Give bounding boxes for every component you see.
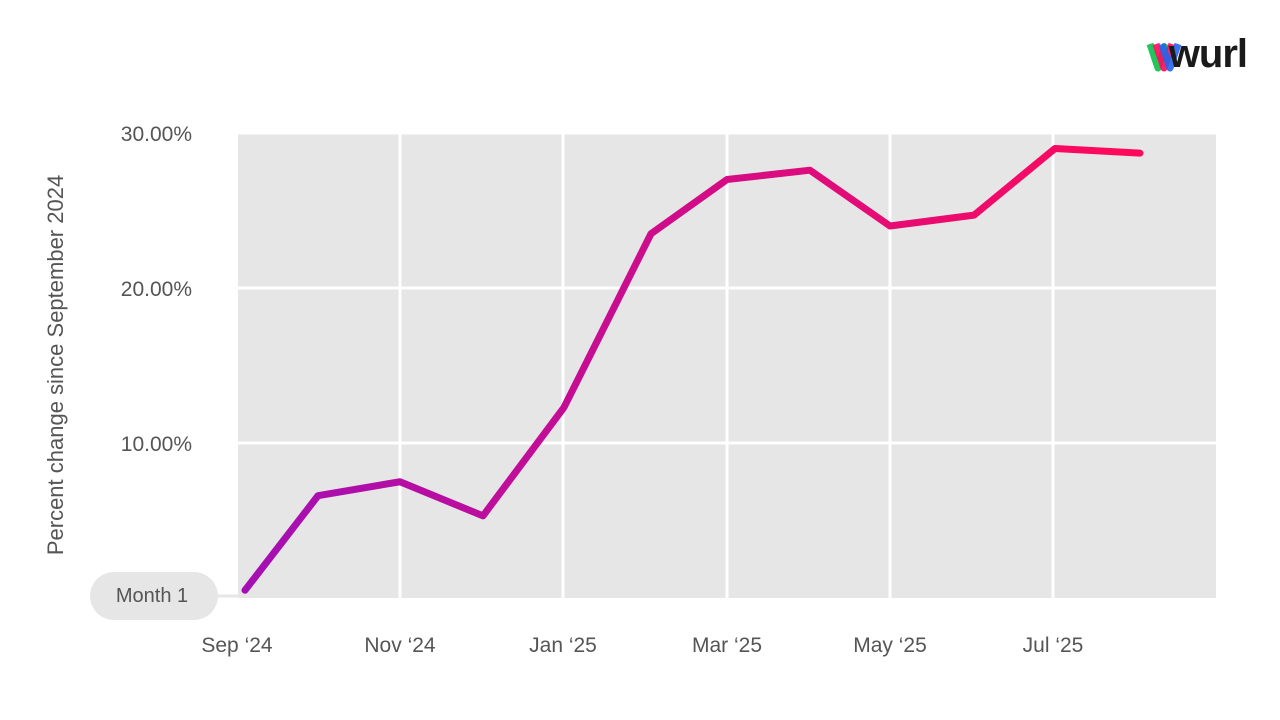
logo-mark-icon <box>1146 42 1182 72</box>
series-group <box>241 145 1144 594</box>
x-tick-label: Mar ‘25 <box>692 634 762 657</box>
baseline-label: Month 1 <box>116 585 188 607</box>
baseline-badge-bg <box>90 572 218 620</box>
x-tick-label: Jan ‘25 <box>529 634 597 657</box>
y-axis-label: Percent change since September 2024 <box>43 175 68 555</box>
logo-text: wurl <box>1168 32 1247 76</box>
x-tick-label: Sep ‘24 <box>201 634 273 657</box>
y-tick-label: 30.00% <box>121 123 192 146</box>
x-tick-label: May ‘25 <box>853 634 927 657</box>
x-axis-ticks: Sep ‘24 Nov ‘24 Jan ‘25 Mar ‘25 May ‘25 Jul ‘… <box>201 634 1083 657</box>
series-line <box>241 145 1144 594</box>
grid-lines <box>238 131 1216 598</box>
x-tick-label: Nov ‘24 <box>364 634 436 657</box>
y-axis-ticks: 30.00% 20.00% 10.00% <box>121 123 192 456</box>
baseline-badge: Month 1 <box>90 572 238 620</box>
x-tick-label: Jul ‘25 <box>1023 634 1084 657</box>
y-tick-label: 10.00% <box>121 433 192 456</box>
wurl-logo: wurl <box>1146 32 1248 76</box>
y-tick-label: 20.00% <box>121 278 192 301</box>
